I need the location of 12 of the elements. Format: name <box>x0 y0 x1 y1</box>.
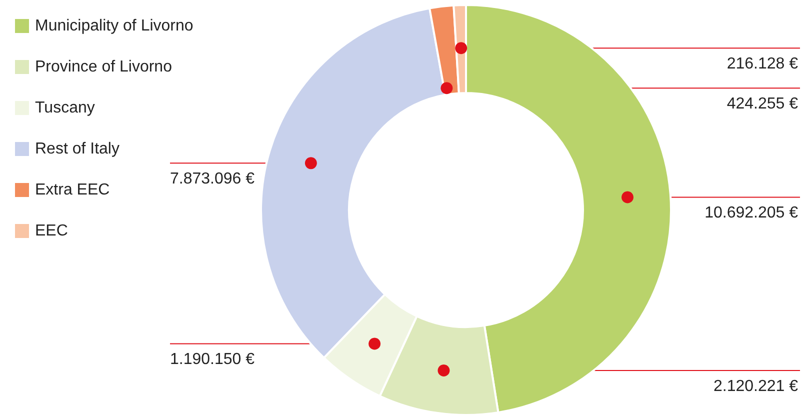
legend-label: Tuscany <box>35 100 95 116</box>
data-label: 216.128 € <box>726 56 798 73</box>
legend-label: Rest of Italy <box>35 140 120 158</box>
legend-label: Extra EEC <box>35 182 110 198</box>
data-label: 1.190.150 € <box>170 351 255 368</box>
data-label: 2.120.221 € <box>713 378 798 395</box>
legend-label: Municipality of Livorno <box>35 18 194 34</box>
data-label: 424.255 € <box>726 96 798 113</box>
data-label: 7.873.096 € <box>170 170 255 188</box>
legend-label: EEC <box>35 222 68 240</box>
data-label: 10.692.205 € <box>704 204 798 222</box>
legend-label: Province of Livorno <box>35 58 172 76</box>
